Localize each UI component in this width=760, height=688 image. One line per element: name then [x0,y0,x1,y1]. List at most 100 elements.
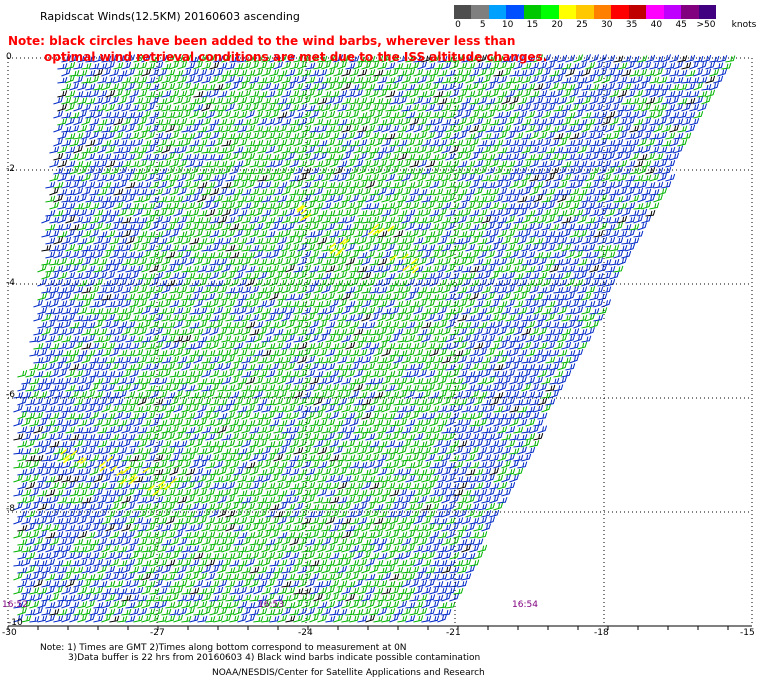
wind-barb [281,159,291,168]
wind-barb [165,208,176,217]
wind-barb [445,250,455,259]
wind-barb [197,503,208,511]
wind-barb [441,370,452,378]
wind-barb [421,349,432,357]
wind-barb [245,124,256,133]
wind-barb [185,244,196,252]
wind-barb [97,495,108,504]
wind-barb [341,279,352,287]
wind-barb [101,167,112,175]
wind-barb [133,138,144,147]
wind-barb [129,217,140,224]
wind-barb [633,146,644,154]
wind-barb [509,250,519,259]
wind-barb [233,496,244,504]
wind-barb [109,181,120,189]
wind-barb [521,314,532,322]
wind-barb [557,279,568,287]
wind-barb [253,139,264,147]
wind-barb [237,475,248,483]
wind-barb [93,404,104,413]
wind-barb [309,334,319,343]
wind-barb [113,216,124,224]
wind-barb [665,90,676,98]
wind-barb [201,257,212,266]
wind-barb [129,523,140,532]
wind-barb [405,433,416,441]
wind-barb [161,467,172,476]
wind-barb [577,160,588,168]
wind-barb [97,523,108,532]
wind-barb [549,125,560,133]
wind-barb [53,265,64,273]
wind-barb [569,244,580,252]
wind-barb [641,75,652,84]
wind-barb [553,230,564,238]
wind-barb [289,495,300,504]
wind-barb [489,286,500,294]
wind-barb [517,363,528,371]
wind-barb [41,510,52,518]
wind-barb [201,286,212,294]
wind-barb [249,61,260,70]
wind-barb [137,103,148,112]
wind-barb [669,124,680,133]
wind-barb [469,68,480,77]
wind-barb [485,209,496,217]
wind-barb [457,272,468,280]
wind-barb [233,468,244,476]
wind-barb [77,124,88,133]
wind-barb [629,181,640,189]
wind-barb [613,152,623,161]
wind-barb [237,125,248,133]
wind-barb [93,222,104,231]
wind-barb [329,272,340,280]
wind-barb [373,265,384,273]
wind-barb [185,439,195,448]
wind-barb [101,489,112,497]
wind-barb [357,152,367,161]
wind-barb [357,475,368,483]
wind-barb [645,83,656,91]
wind-barb [341,181,352,189]
wind-barb [169,202,180,210]
wind-barb [197,83,208,91]
wind-barb [349,83,360,91]
wind-barb [117,363,128,371]
wind-barb [125,236,135,245]
wind-barb [329,159,339,168]
wind-barb [413,292,424,301]
wind-barb [109,83,120,91]
wind-barb [197,378,208,385]
wind-barb [441,132,452,140]
wind-barb [513,230,524,238]
wind-barb [425,370,436,378]
wind-barb [589,236,600,245]
wind-barb [217,229,228,238]
wind-barb [601,117,612,126]
wind-barb [221,321,232,329]
wind-barb [317,377,328,385]
wind-barb [145,173,155,182]
wind-barb [229,251,240,259]
wind-barb [489,174,500,182]
wind-barb [173,110,184,119]
wind-barb [637,55,648,63]
wind-barb [105,76,116,84]
wind-barb [437,460,448,469]
wind-barb [133,124,144,133]
wind-barb [409,216,420,224]
wind-barb [169,89,180,98]
wind-barb [529,425,540,434]
wind-barb [585,258,596,266]
wind-barb [657,146,668,154]
wind-barb [25,455,36,462]
wind-barb [245,502,256,511]
wind-barb [145,202,156,210]
wind-barb [369,243,380,252]
wind-barb [201,161,212,168]
wind-barb [145,272,156,280]
wind-barb [297,90,308,98]
wind-barb [393,132,404,140]
wind-barb [189,194,200,203]
